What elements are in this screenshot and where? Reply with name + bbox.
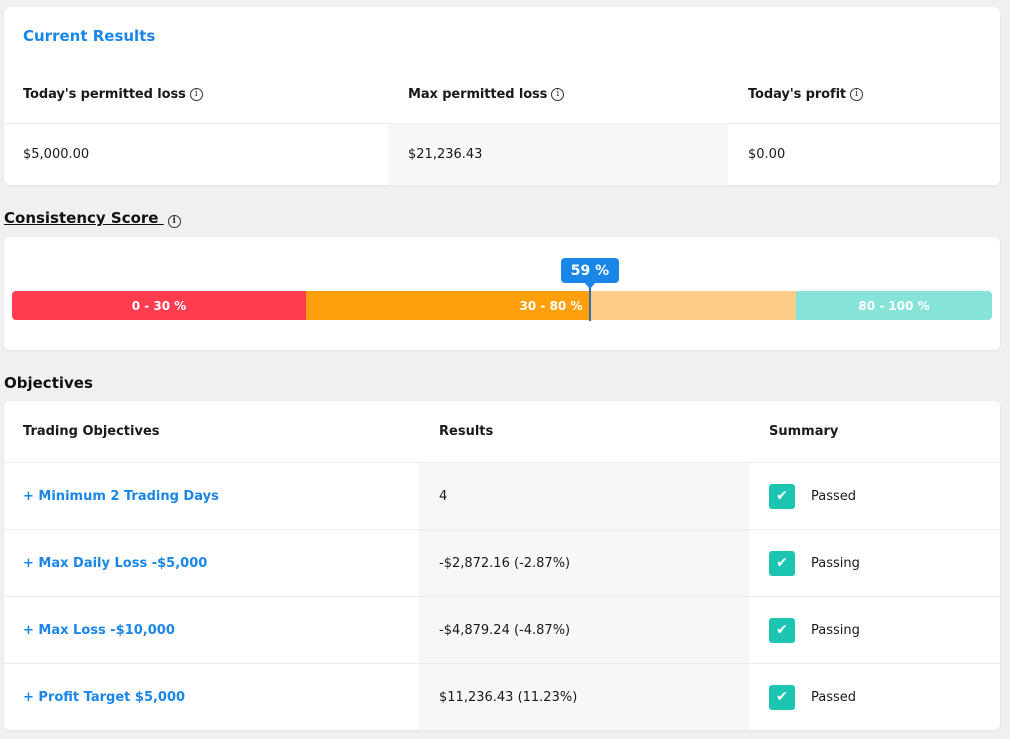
- check-icon: ✔: [769, 684, 795, 710]
- summary-cell: ✔ Passed: [749, 463, 1000, 529]
- header-results: Results: [439, 424, 494, 439]
- table-row: + Max Daily Loss -$5,000 -$2,872.16 (-2.…: [4, 529, 1000, 596]
- score-badge: 59 %: [561, 258, 619, 283]
- header-summary: Summary: [769, 424, 839, 439]
- consistency-score-label: Consistency Score: [4, 209, 164, 227]
- summary-cell: ✔ Passing: [749, 530, 1000, 596]
- objective-link[interactable]: + Profit Target $5,000: [23, 689, 186, 705]
- summary-status: Passing: [811, 555, 860, 571]
- score-badge-pointer: [584, 282, 596, 289]
- todays-permitted-loss-value: $5,000.00: [23, 147, 90, 162]
- info-icon[interactable]: i: [167, 214, 181, 228]
- todays-profit-value: $0.00: [748, 147, 786, 162]
- info-icon[interactable]: i: [189, 87, 203, 101]
- summary-status: Passed: [811, 689, 857, 705]
- result-cell: -$2,872.16 (-2.87%): [418, 530, 749, 596]
- todays-permitted-loss-value-cell: $5,000.00: [4, 124, 388, 185]
- todays-profit-value-cell: $0.00: [728, 124, 1000, 185]
- info-icon[interactable]: i: [850, 87, 864, 101]
- result-value: -$4,879.24 (-4.87%): [439, 622, 571, 638]
- objective-cell: + Minimum 2 Trading Days: [4, 463, 418, 529]
- current-results-header-row: Today's permitted loss i Max permitted l…: [4, 65, 1000, 123]
- current-results-values-row: $5,000.00 $21,236.43 $0.00: [4, 123, 1000, 185]
- max-permitted-loss-value-cell: $21,236.43: [388, 124, 728, 185]
- summary-cell: ✔ Passing: [749, 597, 1000, 663]
- table-row: + Minimum 2 Trading Days 4 ✔ Passed: [4, 462, 1000, 529]
- todays-permitted-loss-label: Today's permitted loss: [23, 86, 186, 102]
- current-results-card: Current Results Today's permitted loss i…: [4, 7, 1000, 185]
- objective-link[interactable]: + Minimum 2 Trading Days: [23, 488, 219, 504]
- summary-status: Passed: [811, 488, 857, 504]
- header-cell-objectives: Trading Objectives: [4, 401, 418, 462]
- segment-mid-label: 30 - 80 %: [519, 298, 583, 313]
- summary-cell: ✔ Passed: [749, 664, 1000, 730]
- max-permitted-loss-header: Max permitted loss i: [388, 65, 728, 123]
- result-cell: $11,236.43 (11.23%): [418, 664, 749, 730]
- table-row: + Max Loss -$10,000 -$4,879.24 (-4.87%) …: [4, 596, 1000, 663]
- header-cell-results: Results: [418, 401, 749, 462]
- segment-high: 80 - 100 %: [796, 291, 992, 320]
- objective-cell: + Max Daily Loss -$5,000: [4, 530, 418, 596]
- consistency-score-title[interactable]: Consistency Score i: [4, 209, 181, 228]
- objective-cell: + Max Loss -$10,000: [4, 597, 418, 663]
- result-value: $11,236.43 (11.23%): [439, 689, 578, 705]
- segment-mid-remaining: [589, 291, 796, 320]
- todays-profit-label: Today's profit: [748, 86, 847, 102]
- objective-cell: + Profit Target $5,000: [4, 664, 418, 730]
- result-value: 4: [439, 488, 448, 504]
- objective-link[interactable]: + Max Loss -$10,000: [23, 622, 175, 638]
- objectives-header-row: Trading Objectives Results Summary: [4, 401, 1000, 462]
- objectives-title: Objectives: [4, 374, 93, 392]
- header-cell-summary: Summary: [749, 401, 1000, 462]
- segment-low: 0 - 30 %: [12, 291, 306, 320]
- summary-status: Passing: [811, 622, 860, 638]
- result-cell: -$4,879.24 (-4.87%): [418, 597, 749, 663]
- max-permitted-loss-label: Max permitted loss: [408, 86, 548, 102]
- result-cell: 4: [418, 463, 749, 529]
- objective-link[interactable]: + Max Daily Loss -$5,000: [23, 555, 208, 571]
- current-results-title: Current Results: [23, 27, 156, 45]
- todays-permitted-loss-header: Today's permitted loss i: [4, 65, 388, 123]
- objectives-table: Trading Objectives Results Summary + Min…: [4, 401, 1000, 730]
- score-marker: [589, 288, 591, 321]
- todays-profit-header: Today's profit i: [728, 65, 1000, 123]
- check-icon: ✔: [769, 550, 795, 576]
- check-icon: ✔: [769, 617, 795, 643]
- header-trading-objectives: Trading Objectives: [23, 424, 160, 439]
- check-icon: ✔: [769, 483, 795, 509]
- consistency-score-card: 59 % 0 - 30 % 30 - 80 % 80 - 100 %: [4, 237, 1000, 350]
- table-row: + Profit Target $5,000 $11,236.43 (11.23…: [4, 663, 1000, 730]
- result-value: -$2,872.16 (-2.87%): [439, 555, 571, 571]
- consistency-bar: 0 - 30 % 30 - 80 % 80 - 100 %: [12, 291, 992, 320]
- info-icon[interactable]: i: [551, 87, 565, 101]
- max-permitted-loss-value: $21,236.43: [408, 147, 483, 162]
